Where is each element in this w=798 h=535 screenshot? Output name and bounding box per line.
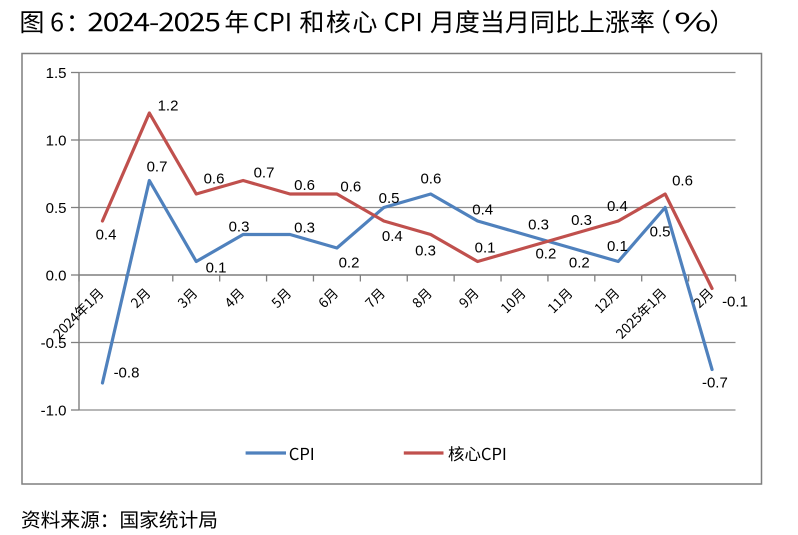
svg-text:1.5: 1.5: [46, 65, 67, 82]
svg-text:0.1: 0.1: [607, 238, 628, 255]
svg-text:0.5: 0.5: [379, 190, 400, 207]
svg-text:1.0: 1.0: [46, 132, 67, 149]
svg-text:0.0: 0.0: [46, 267, 67, 284]
svg-text:0.6: 0.6: [420, 171, 441, 188]
svg-text:0.3: 0.3: [415, 242, 436, 259]
svg-text:0.3: 0.3: [528, 217, 549, 234]
svg-text:0.1: 0.1: [206, 259, 227, 276]
svg-text:0.1: 0.1: [475, 239, 496, 256]
svg-text:0.2: 0.2: [535, 245, 556, 262]
svg-text:0.6: 0.6: [294, 177, 315, 194]
svg-text:0.6: 0.6: [204, 171, 225, 188]
svg-text:1.2: 1.2: [158, 97, 179, 114]
svg-text:-0.1: -0.1: [722, 293, 748, 310]
svg-text:0.2: 0.2: [339, 255, 360, 272]
svg-text:0.4: 0.4: [607, 198, 628, 215]
svg-text:-0.8: -0.8: [114, 364, 140, 381]
svg-text:0.6: 0.6: [672, 172, 693, 189]
svg-text:0.5: 0.5: [650, 223, 671, 240]
svg-text:-1.0: -1.0: [41, 402, 67, 419]
svg-text:-0.5: -0.5: [41, 335, 67, 352]
svg-text:0.2: 0.2: [569, 254, 590, 271]
svg-text:0.3: 0.3: [229, 219, 250, 236]
svg-text:0.7: 0.7: [254, 165, 275, 182]
svg-text:0.4: 0.4: [382, 228, 403, 245]
svg-text:0.7: 0.7: [147, 158, 168, 175]
svg-text:0.5: 0.5: [46, 200, 67, 217]
svg-text:0.4: 0.4: [96, 227, 117, 244]
svg-text:0.4: 0.4: [472, 202, 493, 219]
svg-text:0.3: 0.3: [294, 220, 315, 237]
svg-text:0.6: 0.6: [340, 178, 361, 195]
svg-text:-0.7: -0.7: [702, 375, 728, 392]
svg-text:0.3: 0.3: [571, 212, 592, 229]
